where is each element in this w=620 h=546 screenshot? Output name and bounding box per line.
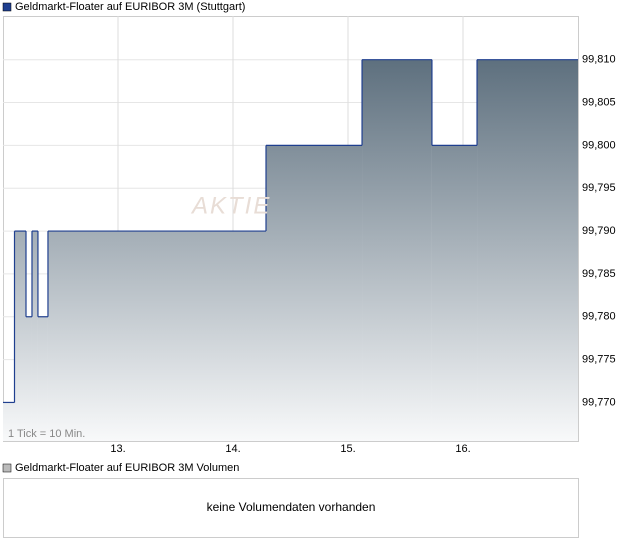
y-tick-label: 99,790 xyxy=(582,225,616,237)
y-tick-label: 99,770 xyxy=(582,396,616,408)
watermark: AKTIE xyxy=(190,192,271,219)
y-tick-label: 99,780 xyxy=(582,311,616,323)
y-tick-label: 99,800 xyxy=(582,139,616,151)
volume-message: keine Volumendaten vorhanden xyxy=(207,500,376,514)
legend-swatch xyxy=(2,463,12,473)
volume-frame xyxy=(3,478,579,538)
volume-title: Geldmarkt-Floater auf EURIBOR 3M Volumen xyxy=(15,462,239,474)
x-tick-label: 14. xyxy=(225,443,240,455)
area-segment xyxy=(26,316,32,441)
y-tick-label: 99,795 xyxy=(582,182,616,194)
area-segment xyxy=(3,402,15,441)
legend-swatch xyxy=(2,2,12,12)
annotation: 1 Tick = 10 Min. xyxy=(8,428,85,440)
y-tick-label: 99,810 xyxy=(582,54,616,66)
area-segment xyxy=(31,231,38,441)
area-segment xyxy=(362,59,432,442)
y-tick-label: 99,785 xyxy=(582,268,616,280)
area-segment xyxy=(431,145,478,442)
area-segment xyxy=(477,59,578,442)
area-segment xyxy=(47,231,267,441)
y-tick-label: 99,805 xyxy=(582,96,616,108)
chart-title: Geldmarkt-Floater auf EURIBOR 3M (Stuttg… xyxy=(15,1,245,13)
area-segment xyxy=(266,145,363,442)
x-tick-label: 16. xyxy=(455,443,470,455)
area-segment xyxy=(14,231,26,441)
y-tick-label: 99,775 xyxy=(582,354,616,366)
area-segment xyxy=(37,316,48,441)
x-tick-label: 15. xyxy=(340,443,355,455)
x-tick-label: 13. xyxy=(110,443,125,455)
